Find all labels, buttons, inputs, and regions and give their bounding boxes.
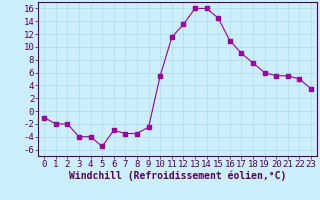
X-axis label: Windchill (Refroidissement éolien,°C): Windchill (Refroidissement éolien,°C) [69,171,286,181]
